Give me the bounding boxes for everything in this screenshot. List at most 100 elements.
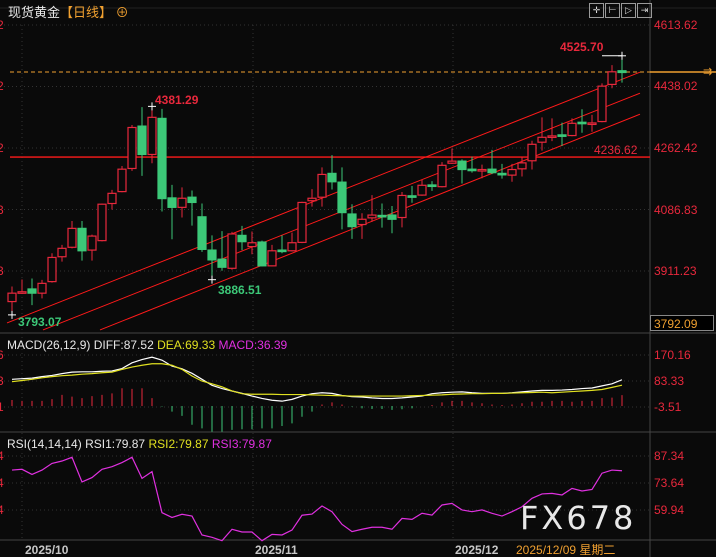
candle-body (537, 136, 547, 143)
candle-body (117, 168, 127, 193)
macd-diff-line (11, 356, 623, 402)
rsi-axis-label: 87.34 (654, 449, 685, 463)
peak-price-label: 4381.29 (155, 93, 199, 107)
macd-diff-value: DIFF:87.52 (93, 338, 154, 352)
candle-body (317, 173, 327, 198)
candle-body (597, 85, 607, 123)
candle-body (237, 234, 247, 243)
candle-body (7, 292, 17, 303)
rsi-axis-label: 59.94 (654, 503, 685, 517)
left-axis-fragment: 3 (0, 264, 4, 278)
rsi3-value: RSI3:79.87 (211, 437, 272, 451)
price-axis-bottom-value: 3792.09 (650, 315, 714, 331)
macd-dea-line (11, 363, 623, 397)
candle-body (617, 70, 627, 74)
candle-body (307, 197, 317, 202)
candle-body (197, 216, 207, 250)
x-axis-label: 2025/10 (25, 543, 69, 557)
candle-body (527, 143, 537, 162)
candle-body (177, 197, 187, 208)
candle-body (297, 201, 307, 243)
rsi-line (11, 456, 623, 542)
candle-body (327, 172, 337, 183)
macd-legend: MACD(26,12,9) DIFF:87.52 DEA:69.33 MACD:… (7, 338, 287, 352)
candle-body (77, 227, 87, 252)
rsi2-value: RSI2:79.87 (148, 437, 209, 451)
candle-body (127, 126, 137, 170)
candle-body (507, 168, 517, 176)
candle-body (257, 241, 267, 267)
candle-body (387, 214, 397, 220)
move-right-icon[interactable]: ⇥ (637, 3, 652, 18)
price-axis-label: 4086.83 (654, 203, 698, 217)
candle-body (147, 116, 157, 156)
candle-body (417, 184, 427, 196)
candle-body (37, 282, 47, 294)
candle-body (157, 117, 167, 200)
support-level-label: 4236.62 (594, 143, 638, 157)
candle-body (137, 125, 147, 156)
price-axis-label: 4613.62 (654, 18, 698, 32)
candle-body (377, 214, 387, 218)
left-axis-fragment: 6 (0, 348, 4, 362)
left-axis-fragment: 3 (0, 374, 4, 388)
candle-body (467, 168, 477, 172)
candle-body (447, 160, 457, 164)
candle-body (487, 168, 497, 174)
candle-body (17, 291, 27, 294)
rsi-params: RSI(14,14,14) (7, 437, 82, 451)
candle-body (107, 192, 117, 205)
left-axis-fragment: 2 (0, 18, 4, 32)
candle-body (497, 172, 507, 176)
candle-body (577, 121, 587, 125)
crosshair-icon[interactable]: ✛ (589, 3, 604, 18)
candle-body (437, 164, 447, 188)
candle-body (227, 233, 237, 269)
candle-body (217, 258, 227, 268)
candle-body (587, 122, 597, 126)
macd-axis-label: -3.51 (654, 400, 682, 414)
candle-body (97, 203, 107, 242)
candle-body (267, 250, 277, 267)
candle-body (287, 242, 297, 252)
candle-body (407, 195, 417, 198)
candle-body (427, 184, 437, 188)
candle-body (247, 242, 257, 248)
candle-body (167, 197, 177, 208)
price-axis-label: 4438.02 (654, 79, 698, 93)
macd-axis-label: 170.16 (654, 348, 691, 362)
last-price-arrow-icon: ⇉ (703, 66, 713, 78)
candle-body (517, 162, 527, 170)
candle-body (457, 160, 467, 171)
candle-body (87, 235, 97, 251)
candle-body (337, 181, 347, 214)
left-axis-fragment: 3 (0, 203, 4, 217)
price-axis-label: 3911.23 (654, 264, 697, 278)
candle-body (47, 256, 57, 283)
candle-body (567, 122, 577, 137)
instrument-name: 现货黄金 (8, 5, 61, 20)
left-axis-fragment: 4 (0, 503, 4, 517)
play-forward-icon[interactable]: ▷ (621, 3, 636, 18)
low-price-label: 3886.51 (218, 283, 262, 297)
rsi1-value: RSI1:79.87 (85, 437, 146, 451)
left-axis-fragment: 4 (0, 449, 4, 463)
channel-line-lower (99, 113, 641, 331)
x-axis-label: 2025/12 (455, 543, 499, 557)
candle-body (277, 249, 287, 253)
plus-circle-icon[interactable]: ⊕ (115, 5, 129, 20)
price-axis-label: 4262.42 (654, 141, 698, 155)
candle-body (397, 194, 407, 219)
macd-dea-value: DEA:69.33 (157, 338, 216, 352)
zoom-range-icon[interactable]: ⊢ (605, 3, 620, 18)
chart-title: 现货黄金【日线】 ⊕ (8, 6, 129, 20)
rsi-axis-label: 73.64 (654, 476, 685, 490)
candle-body (557, 134, 567, 137)
macd-params: MACD(26,12,9) (7, 338, 91, 352)
period-label[interactable]: 【日线】 (60, 5, 113, 20)
watermark-logo: FX678 (520, 499, 637, 537)
candle-body (187, 196, 197, 204)
candle-body (67, 227, 77, 248)
candle-body (27, 288, 37, 294)
